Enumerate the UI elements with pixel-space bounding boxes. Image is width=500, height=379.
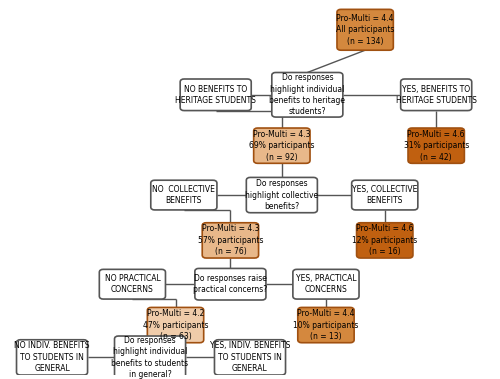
FancyBboxPatch shape [254, 128, 310, 163]
FancyBboxPatch shape [151, 180, 217, 210]
Text: Do responses
highlight individual
benefits to heritage
students?: Do responses highlight individual benefi… [270, 73, 345, 116]
Text: NO PRACTICAL
CONCERNS: NO PRACTICAL CONCERNS [104, 274, 160, 294]
FancyBboxPatch shape [195, 268, 266, 300]
FancyBboxPatch shape [293, 269, 359, 299]
Text: YES, INDIV. BENEFITS
TO STUDENTS IN
GENERAL: YES, INDIV. BENEFITS TO STUDENTS IN GENE… [210, 341, 290, 373]
FancyBboxPatch shape [148, 307, 204, 343]
Text: Pro-Multi = 4.3
57% participants
(n = 76): Pro-Multi = 4.3 57% participants (n = 76… [198, 224, 263, 256]
Text: Pro-Multi = 4.3
69% participants
(n = 92): Pro-Multi = 4.3 69% participants (n = 92… [249, 130, 314, 161]
FancyBboxPatch shape [337, 9, 394, 50]
FancyBboxPatch shape [352, 180, 418, 210]
FancyBboxPatch shape [408, 128, 465, 163]
Text: NO INDIV. BENEFITS
TO STUDENTS IN
GENERAL: NO INDIV. BENEFITS TO STUDENTS IN GENERA… [14, 341, 90, 373]
FancyBboxPatch shape [180, 79, 251, 111]
FancyBboxPatch shape [400, 79, 471, 111]
Text: Do responses
highlight individual
benefits to students
in general?: Do responses highlight individual benefi… [112, 336, 188, 379]
Text: Do responses raise
practical concerns?: Do responses raise practical concerns? [194, 274, 268, 294]
Text: Pro-Multi = 4.4
10% participants
(n = 13): Pro-Multi = 4.4 10% participants (n = 13… [294, 309, 358, 341]
FancyBboxPatch shape [202, 223, 258, 258]
FancyBboxPatch shape [114, 336, 186, 379]
Text: Do responses
highlight collective
benefits?: Do responses highlight collective benefi… [246, 179, 318, 211]
FancyBboxPatch shape [298, 307, 354, 343]
FancyBboxPatch shape [356, 223, 413, 258]
FancyBboxPatch shape [272, 72, 343, 117]
FancyBboxPatch shape [214, 340, 286, 375]
FancyBboxPatch shape [246, 177, 318, 213]
Text: Pro-Multi = 4.6
31% participants
(n = 42): Pro-Multi = 4.6 31% participants (n = 42… [404, 130, 469, 161]
Text: NO BENEFITS TO
HERITAGE STUDENTS: NO BENEFITS TO HERITAGE STUDENTS [176, 85, 256, 105]
Text: Pro-Multi = 4.6
12% participants
(n = 16): Pro-Multi = 4.6 12% participants (n = 16… [352, 224, 418, 256]
FancyBboxPatch shape [100, 269, 166, 299]
Text: YES, COLLECTIVE
BENEFITS: YES, COLLECTIVE BENEFITS [352, 185, 418, 205]
Text: YES, PRACTICAL
CONCERNS: YES, PRACTICAL CONCERNS [296, 274, 356, 294]
FancyBboxPatch shape [16, 340, 88, 375]
Text: YES, BENEFITS TO
HERITAGE STUDENTS: YES, BENEFITS TO HERITAGE STUDENTS [396, 85, 476, 105]
Text: Pro-Multi = 4.4
All participants
(n = 134): Pro-Multi = 4.4 All participants (n = 13… [336, 14, 394, 46]
Text: Pro-Multi = 4.2
47% participants
(n = 63): Pro-Multi = 4.2 47% participants (n = 63… [143, 309, 208, 341]
Text: NO  COLLECTIVE
BENEFITS: NO COLLECTIVE BENEFITS [152, 185, 216, 205]
